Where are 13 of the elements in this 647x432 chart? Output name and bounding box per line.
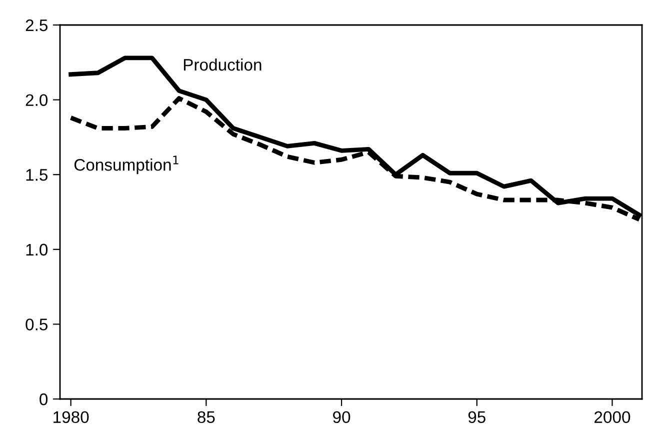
y-tick-label: 2.0: [26, 94, 48, 106]
y-tick-label: 1.0: [26, 244, 48, 256]
x-tick-label: 2000: [594, 411, 630, 424]
y-tick-label: 0: [40, 393, 48, 406]
y-tick-label: 0.5: [26, 318, 48, 330]
x-tick-label: 95: [468, 411, 486, 424]
x-tick-label: 85: [198, 411, 215, 424]
y-tick-label: 1.5: [26, 169, 48, 181]
x-tick-label: 1980: [54, 411, 89, 424]
x-tick-label: 90: [333, 411, 350, 424]
y-tick-label: 2.5: [26, 19, 48, 32]
series-label: Production: [184, 58, 262, 71]
text: Consumption$^{1}$: [74, 156, 178, 174]
